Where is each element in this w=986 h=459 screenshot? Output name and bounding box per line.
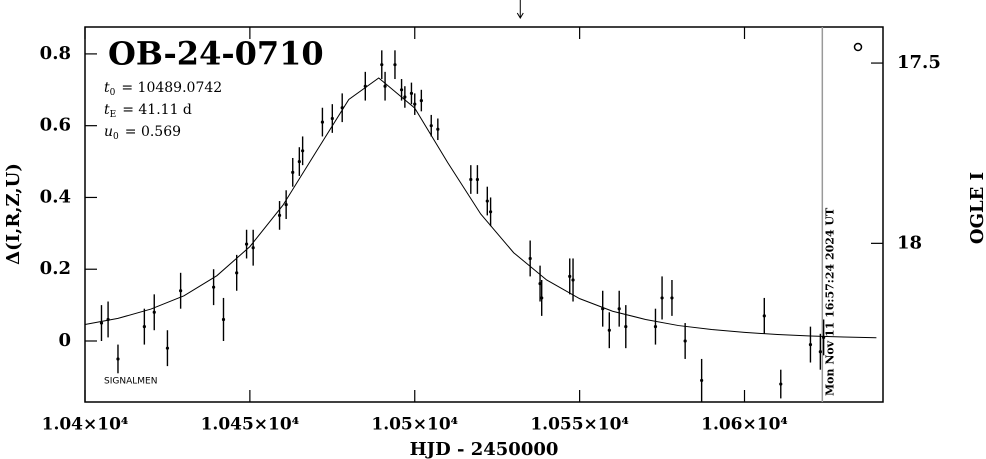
fit-parameter: t0 = 10489.0742 (104, 80, 222, 98)
data-point (683, 339, 687, 343)
data-point (291, 170, 295, 174)
y-axis-label: Δ(I,R,Z,U) (3, 163, 24, 265)
data-point (475, 177, 480, 182)
data-point (179, 289, 183, 293)
data-point (284, 203, 288, 207)
moon-symbol (853, 42, 863, 52)
data-point (99, 321, 104, 325)
data-point (106, 317, 110, 322)
data-point (363, 84, 367, 88)
y-tick-label: 0.8 (40, 43, 71, 64)
fit-parameter: tE = 41.11 d (104, 102, 192, 120)
data-point (152, 310, 156, 314)
parameter-subscript: 0 (110, 88, 116, 98)
data-point (436, 127, 440, 131)
data-point (413, 102, 417, 106)
data-point (538, 281, 542, 286)
data-point (393, 63, 397, 67)
arrow (516, 0, 524, 19)
data-point (568, 274, 572, 279)
data-point (571, 278, 575, 282)
y-tick-label: 0.4 (40, 186, 71, 207)
data-point (779, 382, 783, 386)
plot-frame (84, 26, 884, 403)
parameter-subscript: 0 (113, 132, 119, 142)
data-point (429, 124, 433, 128)
data-point (607, 328, 611, 332)
data-point (212, 285, 216, 289)
data-point (383, 84, 387, 88)
y2-tick-label: 18 (897, 232, 922, 253)
y2-tick-label: 17.5 (897, 52, 941, 73)
x-axis-label: HJD - 2450000 (410, 439, 559, 459)
data-point (165, 346, 170, 350)
data-point (700, 378, 704, 383)
fit-parameter: u0 = 0.569 (104, 124, 181, 142)
credit: SIGNALMEN (104, 377, 157, 387)
data-point (409, 91, 414, 95)
parameter-symbol: t (104, 80, 110, 96)
data-point (485, 199, 489, 203)
data-point (221, 317, 226, 322)
data-point (419, 98, 423, 103)
x-tick-label: 1.05×10⁴ (371, 415, 458, 435)
parameter-subscript: E (110, 110, 117, 120)
data-point (617, 307, 621, 311)
x-tick-label: 1.045×10⁴ (201, 415, 300, 435)
data-point (601, 307, 605, 311)
y2-axis-label: OGLE I (967, 172, 986, 244)
data-point (660, 296, 664, 300)
parameter-symbol: t (104, 102, 110, 118)
data-point (116, 357, 120, 361)
data-point (297, 159, 301, 164)
chart-title: OB-24-0710 (108, 35, 324, 73)
data-point (142, 325, 146, 329)
data-point (380, 63, 384, 67)
data-point (528, 256, 532, 261)
data-point (488, 210, 493, 214)
data-point (624, 325, 628, 329)
data-point (403, 95, 407, 99)
data-point (762, 314, 766, 318)
data-point (399, 88, 404, 92)
data-point (244, 242, 249, 246)
now-label: Mon Nov 11 16:57:24 2024 UT (823, 207, 836, 396)
data-point (653, 325, 658, 329)
data-point (340, 106, 344, 110)
data-point (301, 149, 305, 153)
parameter-value: = 10489.0742 (121, 80, 222, 96)
model-curve (84, 77, 877, 339)
x-tick-label: 1.04×10⁴ (42, 415, 129, 435)
data-point (320, 120, 325, 124)
data-point (235, 271, 239, 275)
x-tick-label: 1.055×10⁴ (530, 415, 629, 435)
data-point (822, 335, 826, 340)
y-tick-label: 0.6 (40, 115, 71, 136)
x-tick-label: 1.06×10⁴ (701, 415, 788, 435)
data-point (469, 177, 473, 182)
data-point (808, 342, 813, 347)
data-point (330, 116, 334, 121)
parameter-symbol: u (104, 124, 113, 140)
y-tick-label: 0.2 (40, 258, 71, 279)
data-point (251, 246, 255, 250)
y-tick-label: 0 (58, 330, 71, 351)
data-point (277, 213, 282, 217)
data-point (670, 296, 674, 300)
data-point (540, 296, 544, 300)
parameter-value: = 0.569 (125, 124, 181, 140)
data-point (818, 350, 822, 354)
parameter-value: = 41.11 d (122, 102, 192, 118)
